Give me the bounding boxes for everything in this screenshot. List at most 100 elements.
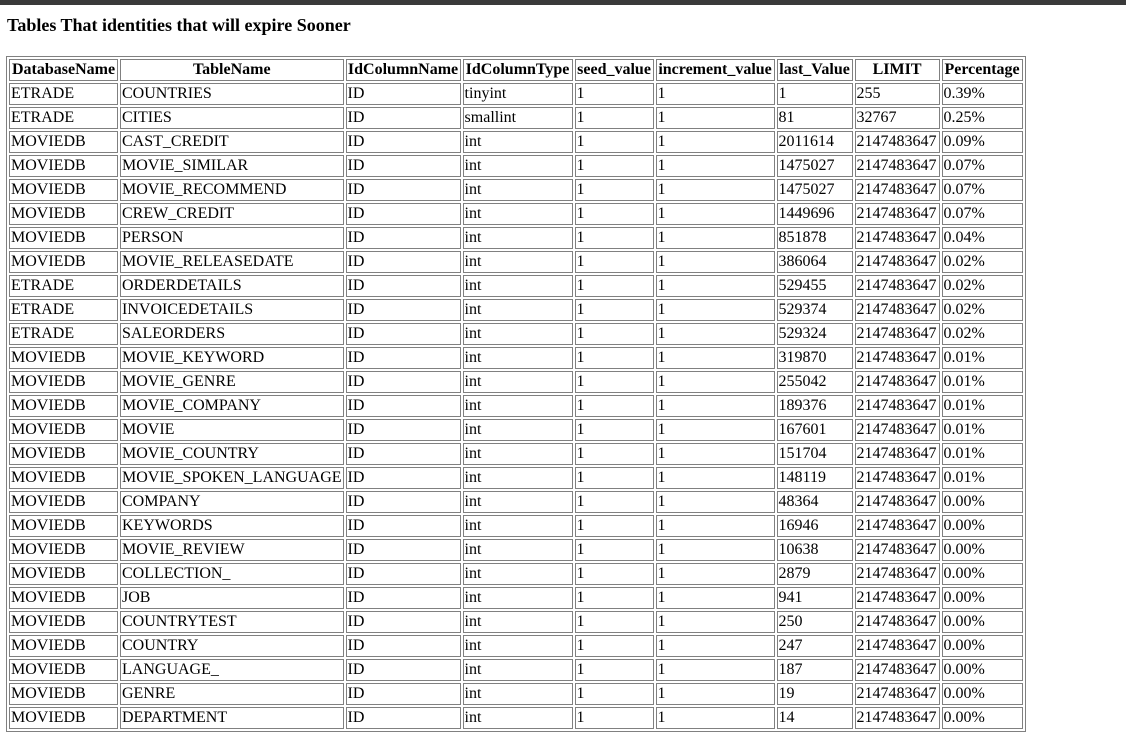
cell-last-value: 247 — [776, 635, 853, 657]
table-row: MOVIEDB COLLECTION_ ID int 1 1 2879 2147483647 0… — [9, 563, 1023, 585]
cell-last-value: 148119 — [776, 467, 853, 489]
cell-table-name: MOVIE_COUNTRY — [120, 443, 344, 465]
table-row: MOVIEDB CREW_CREDIT ID int 1 1 1449696 21474836… — [9, 203, 1023, 225]
cell-increment-value: 1 — [655, 707, 775, 729]
cell-seed-value: 1 — [574, 683, 654, 705]
cell-limit: 2147483647 — [854, 443, 940, 465]
cell-table-name: COMPANY — [120, 491, 344, 513]
cell-increment-value: 1 — [655, 635, 775, 657]
cell-id-column-type: int — [462, 371, 573, 393]
cell-id-column-type: int — [462, 203, 573, 225]
cell-id-column-name: ID — [345, 683, 461, 705]
cell-percentage: 0.07% — [941, 155, 1023, 177]
cell-percentage: 0.07% — [941, 179, 1023, 201]
header-increment-value: increment_value — [655, 59, 775, 81]
cell-percentage: 0.01% — [941, 467, 1023, 489]
cell-database-name: MOVIEDB — [9, 347, 118, 369]
cell-limit: 2147483647 — [854, 227, 940, 249]
table-row: MOVIEDB LANGUAGE_ ID int 1 1 187 2147483647 0.00… — [9, 659, 1023, 681]
cell-id-column-type: int — [462, 179, 573, 201]
window-top-bar — [0, 0, 1126, 5]
cell-seed-value: 1 — [574, 203, 654, 225]
cell-percentage: 0.00% — [941, 491, 1023, 513]
cell-percentage: 0.00% — [941, 515, 1023, 537]
cell-limit: 2147483647 — [854, 707, 940, 729]
cell-seed-value: 1 — [574, 371, 654, 393]
table-row: ETRADE CITIES ID smallint 1 1 81 32767 0.25% — [9, 107, 1023, 129]
cell-database-name: MOVIEDB — [9, 155, 118, 177]
cell-increment-value: 1 — [655, 515, 775, 537]
cell-seed-value: 1 — [574, 419, 654, 441]
cell-database-name: MOVIEDB — [9, 251, 118, 273]
header-seed-value: seed_value — [574, 59, 654, 81]
cell-id-column-type: int — [462, 539, 573, 561]
cell-limit: 2147483647 — [854, 371, 940, 393]
identity-table: DatabaseName TableName IdColumnName IdCo… — [6, 56, 1026, 732]
cell-limit: 2147483647 — [854, 611, 940, 633]
cell-id-column-type: int — [462, 323, 573, 345]
cell-table-name: CAST_CREDIT — [120, 131, 344, 153]
cell-id-column-name: ID — [345, 515, 461, 537]
cell-table-name: COUNTRY — [120, 635, 344, 657]
table-row: MOVIEDB MOVIE_REVIEW ID int 1 1 10638 214748364… — [9, 539, 1023, 561]
cell-percentage: 0.00% — [941, 563, 1023, 585]
cell-database-name: ETRADE — [9, 323, 118, 345]
cell-last-value: 151704 — [776, 443, 853, 465]
cell-limit: 2147483647 — [854, 131, 940, 153]
cell-id-column-type: int — [462, 515, 573, 537]
cell-database-name: MOVIEDB — [9, 563, 118, 585]
cell-percentage: 0.02% — [941, 323, 1023, 345]
cell-id-column-name: ID — [345, 275, 461, 297]
table-row: MOVIEDB MOVIE_GENRE ID int 1 1 255042 214748364… — [9, 371, 1023, 393]
header-limit: LIMIT — [854, 59, 940, 81]
cell-percentage: 0.00% — [941, 587, 1023, 609]
cell-seed-value: 1 — [574, 443, 654, 465]
table-row: MOVIEDB COMPANY ID int 1 1 48364 2147483647 0.00… — [9, 491, 1023, 513]
cell-increment-value: 1 — [655, 203, 775, 225]
cell-last-value: 851878 — [776, 227, 853, 249]
cell-id-column-type: int — [462, 227, 573, 249]
cell-table-name: MOVIE_SIMILAR — [120, 155, 344, 177]
cell-limit: 2147483647 — [854, 395, 940, 417]
cell-percentage: 0.01% — [941, 371, 1023, 393]
cell-database-name: MOVIEDB — [9, 395, 118, 417]
table-row: MOVIEDB MOVIE_KEYWORD ID int 1 1 319870 2147483… — [9, 347, 1023, 369]
cell-percentage: 0.01% — [941, 347, 1023, 369]
table-row: MOVIEDB PERSON ID int 1 1 851878 2147483647 0.04… — [9, 227, 1023, 249]
cell-seed-value: 1 — [574, 611, 654, 633]
cell-table-name: KEYWORDS — [120, 515, 344, 537]
cell-seed-value: 1 — [574, 83, 654, 105]
page-title: Tables That identities that will expire … — [7, 15, 351, 35]
cell-id-column-name: ID — [345, 707, 461, 729]
cell-limit: 255 — [854, 83, 940, 105]
cell-last-value: 14 — [776, 707, 853, 729]
cell-id-column-name: ID — [345, 155, 461, 177]
cell-seed-value: 1 — [574, 659, 654, 681]
cell-id-column-type: int — [462, 683, 573, 705]
cell-increment-value: 1 — [655, 131, 775, 153]
cell-id-column-type: int — [462, 419, 573, 441]
cell-increment-value: 1 — [655, 563, 775, 585]
table-row: ETRADE ORDERDETAILS ID int 1 1 529455 214748364… — [9, 275, 1023, 297]
cell-id-column-name: ID — [345, 587, 461, 609]
cell-table-name: DEPARTMENT — [120, 707, 344, 729]
cell-id-column-name: ID — [345, 395, 461, 417]
cell-last-value: 10638 — [776, 539, 853, 561]
cell-increment-value: 1 — [655, 467, 775, 489]
cell-id-column-type: int — [462, 611, 573, 633]
cell-database-name: MOVIEDB — [9, 587, 118, 609]
cell-table-name: INVOICEDETAILS — [120, 299, 344, 321]
cell-increment-value: 1 — [655, 395, 775, 417]
cell-seed-value: 1 — [574, 323, 654, 345]
cell-limit: 2147483647 — [854, 203, 940, 225]
cell-id-column-name: ID — [345, 659, 461, 681]
header-row: DatabaseName TableName IdColumnName IdCo… — [9, 59, 1023, 81]
cell-last-value: 1475027 — [776, 179, 853, 201]
cell-database-name: MOVIEDB — [9, 467, 118, 489]
table-row: MOVIEDB CAST_CREDIT ID int 1 1 2011614 21474836… — [9, 131, 1023, 153]
cell-last-value: 81 — [776, 107, 853, 129]
cell-seed-value: 1 — [574, 347, 654, 369]
table-row: MOVIEDB COUNTRYTEST ID int 1 1 250 2147483647 0.… — [9, 611, 1023, 633]
cell-last-value: 189376 — [776, 395, 853, 417]
cell-id-column-name: ID — [345, 347, 461, 369]
